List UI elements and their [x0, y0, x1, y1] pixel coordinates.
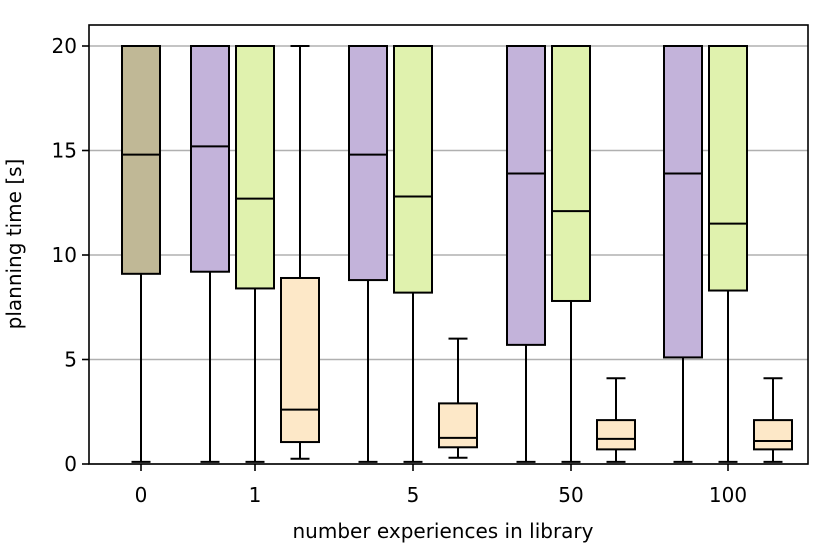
y-tick-label: 20 — [52, 34, 77, 58]
x-axis-label: number experiences in library — [293, 519, 594, 543]
y-tick-label: 5 — [64, 348, 77, 372]
box-5-3 — [438, 337, 478, 459]
iqr-box — [708, 45, 748, 292]
box-50-2 — [551, 45, 591, 463]
box-1-3 — [280, 45, 320, 460]
box-100-3 — [753, 377, 793, 463]
box-1-2 — [235, 45, 275, 463]
box-50-3 — [596, 377, 636, 463]
x-tick-label: 0 — [135, 483, 148, 507]
box-0-0 — [121, 45, 161, 463]
x-tick-label: 100 — [709, 483, 747, 507]
box-1-1 — [190, 45, 230, 463]
boxes — [121, 45, 793, 463]
y-tick-label: 15 — [52, 139, 77, 163]
box-5-1 — [348, 45, 388, 463]
x-tick-label: 50 — [558, 483, 583, 507]
y-tick-label: 10 — [52, 243, 77, 267]
y-tick-label: 0 — [64, 452, 77, 476]
iqr-box — [506, 45, 546, 346]
iqr-box — [121, 45, 161, 275]
iqr-box — [348, 45, 388, 282]
iqr-box — [393, 45, 433, 294]
y-axis-label: planning time [s] — [2, 159, 26, 330]
x-tick-label: 5 — [407, 483, 420, 507]
iqr-box — [753, 419, 793, 451]
box-100-2 — [708, 45, 748, 463]
x-tick-label: 1 — [249, 483, 262, 507]
iqr-box — [551, 45, 591, 302]
plot-frame — [88, 24, 809, 465]
iqr-box — [596, 419, 636, 451]
iqr-box — [280, 276, 320, 444]
iqr-box — [663, 45, 703, 359]
iqr-box — [438, 402, 478, 449]
box-5-2 — [393, 45, 433, 463]
box-100-1 — [663, 45, 703, 463]
box-50-1 — [506, 45, 546, 463]
iqr-box — [190, 45, 230, 273]
iqr-box — [235, 45, 275, 290]
